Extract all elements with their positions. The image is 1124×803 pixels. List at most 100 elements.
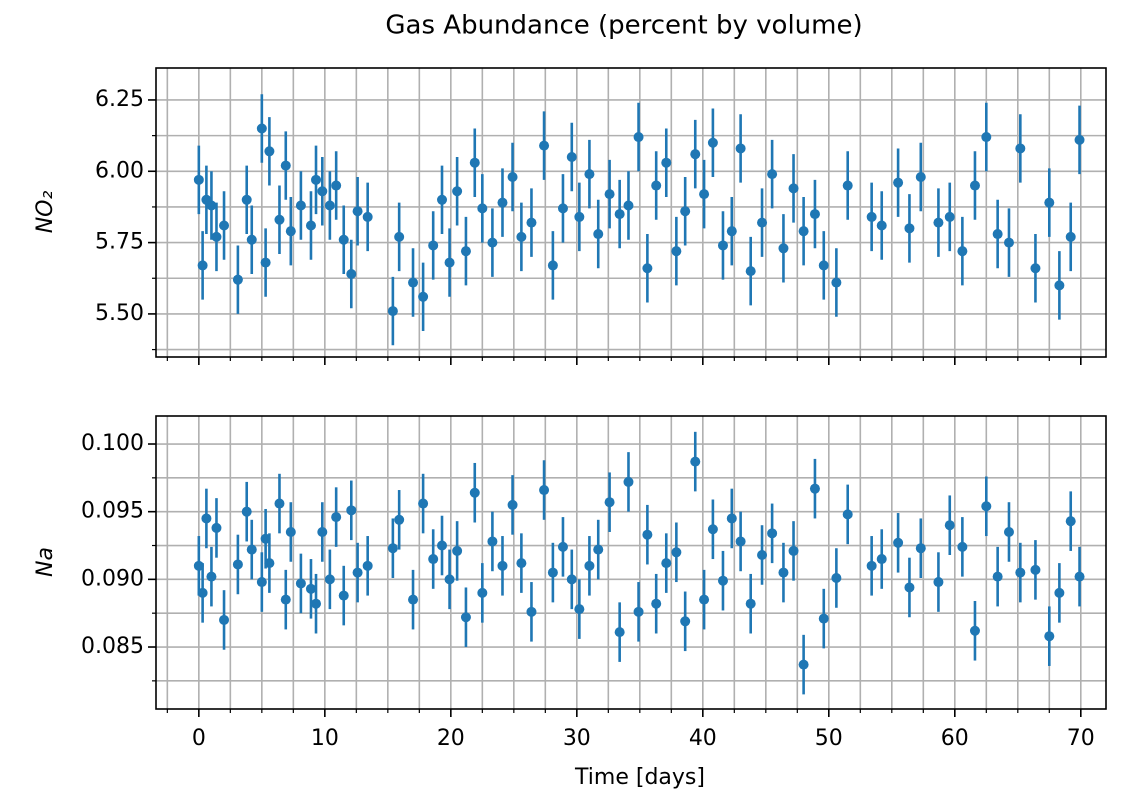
data-point — [352, 567, 363, 578]
data-point — [671, 246, 682, 257]
data-point — [547, 567, 558, 578]
data-point — [516, 231, 527, 242]
data-point — [735, 536, 746, 547]
data-point — [604, 497, 615, 508]
data-point — [757, 217, 768, 228]
data-point — [726, 513, 737, 524]
y-tick-label: 6.25 — [95, 87, 144, 112]
data-point — [295, 200, 306, 211]
data-point — [469, 157, 480, 168]
data-point — [477, 203, 488, 214]
data-point — [246, 234, 257, 245]
data-point — [241, 194, 252, 205]
data-point — [1044, 631, 1055, 642]
y-tick-label: 0.085 — [81, 634, 144, 659]
y-tick-label: 0.100 — [81, 431, 144, 456]
axes: 5.50 5.75 6.00 6.25 — [95, 67, 1107, 365]
data-point — [241, 506, 252, 517]
data-point — [831, 277, 842, 288]
y-tick-label: 5.50 — [95, 301, 144, 326]
data-point — [418, 291, 429, 302]
data-point — [452, 186, 463, 197]
data-point — [1074, 571, 1085, 582]
data-point — [274, 214, 285, 225]
data-point — [1054, 587, 1065, 598]
data-point — [469, 487, 480, 498]
data-point — [206, 200, 217, 211]
data-point — [1030, 564, 1041, 575]
data-point — [726, 226, 737, 237]
x-tick-label: 60 — [941, 726, 969, 751]
data-point — [324, 200, 335, 211]
data-point — [274, 498, 285, 509]
x-tick-label: 0 — [192, 726, 206, 751]
data-point — [893, 177, 904, 188]
data-point — [690, 456, 701, 467]
data-point — [633, 606, 644, 617]
data-point — [193, 174, 204, 185]
y-tick-label: 0.090 — [81, 566, 144, 591]
data-point — [745, 266, 756, 277]
data-point — [992, 571, 1003, 582]
data-point — [1065, 231, 1076, 242]
data-point — [324, 574, 335, 585]
y-tick-label: 6.00 — [95, 158, 144, 183]
data-point — [460, 612, 471, 623]
data-point — [699, 189, 710, 200]
data-point — [788, 545, 799, 556]
data-point — [735, 143, 746, 154]
data-point — [915, 171, 926, 182]
data-point — [680, 206, 691, 217]
data-point — [944, 211, 955, 222]
data-point — [767, 169, 778, 180]
data-point — [767, 528, 778, 539]
data-point — [428, 240, 439, 251]
data-point — [1030, 263, 1041, 274]
data-point — [566, 152, 577, 163]
data-point — [876, 220, 887, 231]
data-point — [614, 209, 625, 220]
data-point — [842, 509, 853, 520]
data-point — [497, 560, 508, 571]
data-point — [717, 240, 728, 251]
data-point — [232, 274, 243, 285]
data-point — [444, 574, 455, 585]
data-point — [418, 498, 429, 509]
data-point — [285, 526, 296, 537]
data-point — [547, 260, 558, 271]
data-point — [346, 268, 357, 279]
data-point — [798, 659, 809, 670]
x-tick-label: 70 — [1067, 726, 1095, 751]
data-point — [487, 536, 498, 547]
data-point — [437, 194, 448, 205]
data-point — [651, 598, 662, 609]
data-point — [969, 625, 980, 636]
data-point — [497, 197, 508, 208]
data-point — [387, 543, 398, 554]
data-point — [574, 604, 585, 615]
data-point — [933, 217, 944, 228]
data-point — [957, 246, 968, 257]
data-point — [507, 171, 518, 182]
data-point — [331, 180, 342, 191]
data-point — [211, 231, 222, 242]
y-tick-label: 0.095 — [81, 499, 144, 524]
data-point — [338, 590, 349, 601]
data-point — [487, 237, 498, 248]
data-point — [197, 587, 208, 598]
data-point — [557, 203, 568, 214]
data-point — [246, 544, 257, 555]
data-point — [256, 123, 267, 134]
y-axis-label: Na — [33, 547, 58, 577]
data-point — [437, 540, 448, 551]
data-point — [623, 200, 634, 211]
data-point — [623, 476, 634, 487]
data-point — [944, 520, 955, 531]
data-point — [197, 260, 208, 271]
data-point — [778, 243, 789, 254]
data-point — [933, 577, 944, 588]
data-point — [981, 132, 992, 143]
data-point — [651, 180, 662, 191]
data-point — [642, 529, 653, 540]
data-point — [604, 189, 615, 200]
